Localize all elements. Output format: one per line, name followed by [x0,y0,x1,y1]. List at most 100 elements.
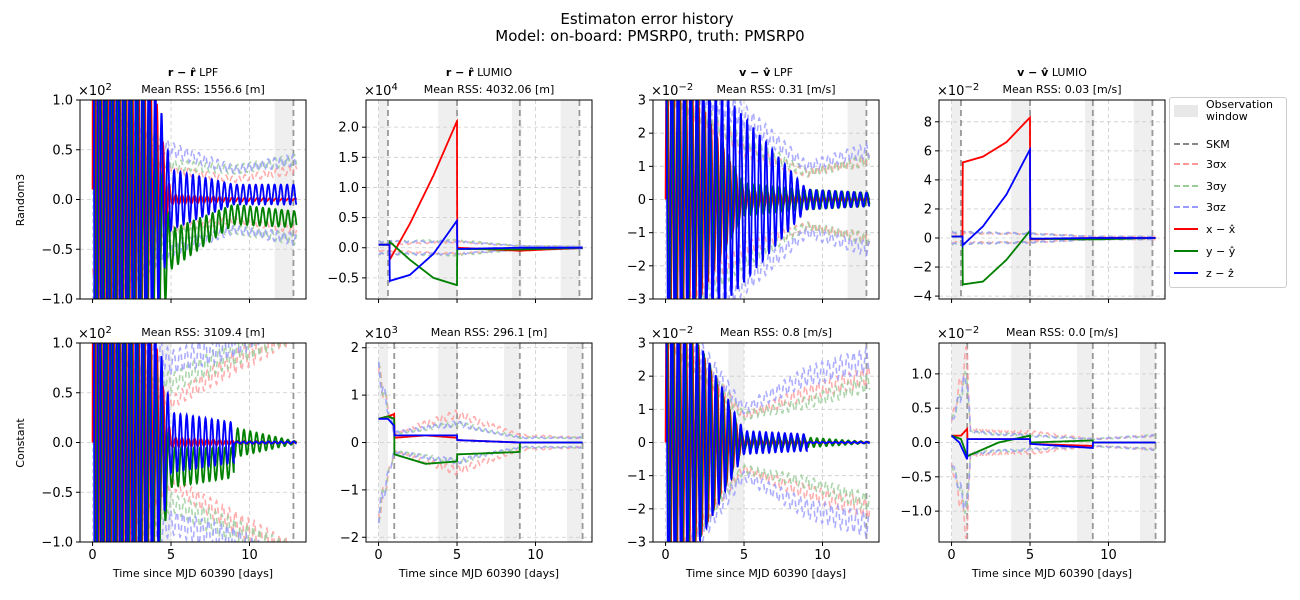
error-series-z [378,218,583,284]
legend-label-ez: z − ẑ [1206,266,1234,280]
y-exponent-label: ×10−2 [937,82,979,99]
legend-label-sy: 3σy [1206,179,1227,193]
mean-rss-label: Mean RSS: 3109.4 [m] [141,326,265,339]
legend-label-ey: y − ŷ [1206,244,1236,258]
x-tick-label: 0 [947,548,955,563]
legend-swatch-sx [1174,159,1198,169]
sigma-bound-x [377,445,584,520]
y-tick-label: 2 [638,370,646,385]
y-exponent-label: ×103 [364,325,398,342]
y-tick-label: 0 [638,436,646,451]
legend-item-ey: y − ŷ [1174,241,1235,261]
y-tick-label: −2 [627,259,646,274]
y-tick-label: −4 [913,290,932,305]
error-series-z [93,343,297,542]
legend-label-skm: SKM [1206,137,1230,151]
x-tick-label: 0 [88,548,96,563]
legend-item-obs: Observation window [1174,98,1282,123]
error-series-y [93,100,298,299]
subplot-0-3: −4 −2 0 2 4 6 8 ×10−2 Mean RSS: 0.03 [m/s] v − v̂… [913,66,1166,305]
sigma-bound-y [667,221,871,299]
y-tick-label: 3 [638,94,646,109]
y-tick-label: 1.5 [338,151,359,166]
legend-swatch-obs [1174,105,1198,117]
y-exponent-label: ×102 [78,325,112,342]
mean-rss-label: Mean RSS: 1556.6 [m] [141,83,265,96]
y-tick-label: 2 [924,202,932,217]
y-tick-label: 0.0 [52,436,73,451]
plot-area [653,343,879,542]
plot-area [80,100,306,299]
x-tick-label: 0 [661,548,669,563]
x-tick-label: 5 [740,548,748,563]
observation-window [1133,100,1153,299]
y-tick-label: 3 [638,337,646,352]
legend-swatch-sy [1174,181,1198,191]
legend-label-sz: 3σz [1206,200,1226,214]
y-tick-label: −1.0 [41,293,73,308]
legend-swatch-ez [1174,268,1198,278]
subplot-title: r − r̂ LPF [168,66,218,79]
y-tick-label: 8 [924,115,932,130]
y-tick-label: −0.5 [41,243,73,258]
mean-rss-label: Mean RSS: 0.8 [m/s] [720,326,832,339]
legend-swatch-skm [1174,139,1198,149]
legend-label-obs: Observation window [1206,98,1273,123]
sigma-bound-z [377,361,583,440]
sigma-bound-x [950,346,1157,441]
row-label-random3: Random3 [14,174,27,227]
y-tick-label: −1 [340,483,359,498]
error-series-z [665,343,871,542]
y-tick-label: −3 [627,293,646,308]
x-tick-label: 10 [527,548,544,563]
legend-item-ex: x − x̂ [1174,219,1235,239]
legend-item-skm: SKM [1174,134,1230,154]
sigma-bound-y [950,444,1157,514]
y-tick-label: 0.5 [911,402,932,417]
y-exponent-label: ×10−2 [937,325,979,342]
y-exponent-label: ×102 [78,82,112,99]
plot-area [939,343,1165,542]
x-tick-label: 5 [1026,548,1034,563]
sigma-bound-y [377,361,584,440]
mean-rss-label: Mean RSS: 0.31 [m/s] [716,83,835,96]
mean-rss-label: Mean RSS: 0.03 [m/s] [1002,83,1121,96]
error-series-z [665,100,871,299]
subplot-1-1: −2 −1 0 1 2 0 5 10 Time since MJD 60390 [days] ×1… [340,325,593,580]
y-tick-label: 1.0 [52,94,73,109]
legend-item-sz: 3σz [1174,197,1226,217]
mean-rss-label: Mean RSS: 4032.06 [m] [424,83,555,96]
sigma-bound-z [377,445,583,524]
y-tick-label: 0.5 [52,386,73,401]
observation-window [560,100,580,299]
error-series-x [378,118,584,260]
y-tick-label: −0.5 [900,470,932,485]
x-tick-label: 5 [167,548,175,563]
observation-window [511,100,522,299]
subplot-1-0: −1.0 −0.5 0.0 0.5 1.0 0 5 10 Time since MJD 6039… [41,325,307,580]
x-axis-label: Time since MJD 60390 [days] [685,567,846,580]
error-series-z [93,100,298,299]
y-exponent-label: ×104 [364,82,398,99]
legend-label-ex: x − x̂ [1206,222,1236,236]
x-tick-label: 10 [241,548,258,563]
sigma-bound-z [950,374,1156,441]
y-exponent-label: ×10−2 [651,82,693,99]
x-axis-label: Time since MJD 60390 [days] [398,567,559,580]
plot-area [653,100,879,299]
y-tick-label: 1 [351,389,359,404]
axes-frame [365,99,593,300]
sigma-bound-z [679,343,871,415]
legend-label-sx: 3σx [1206,157,1227,171]
y-tick-label: 0.0 [911,436,932,451]
subplot-title: v − v̂ LPF [739,66,793,79]
y-tick-label: 1 [638,160,646,175]
observation-window [1011,343,1031,542]
y-tick-label: −1 [627,226,646,241]
sigma-bound-y [667,100,871,178]
plot-area [939,100,1165,299]
plot-area [366,343,592,542]
error-series-x [951,115,1156,241]
y-tick-label: −0.5 [327,271,359,286]
sigma-bound-z [378,239,583,248]
